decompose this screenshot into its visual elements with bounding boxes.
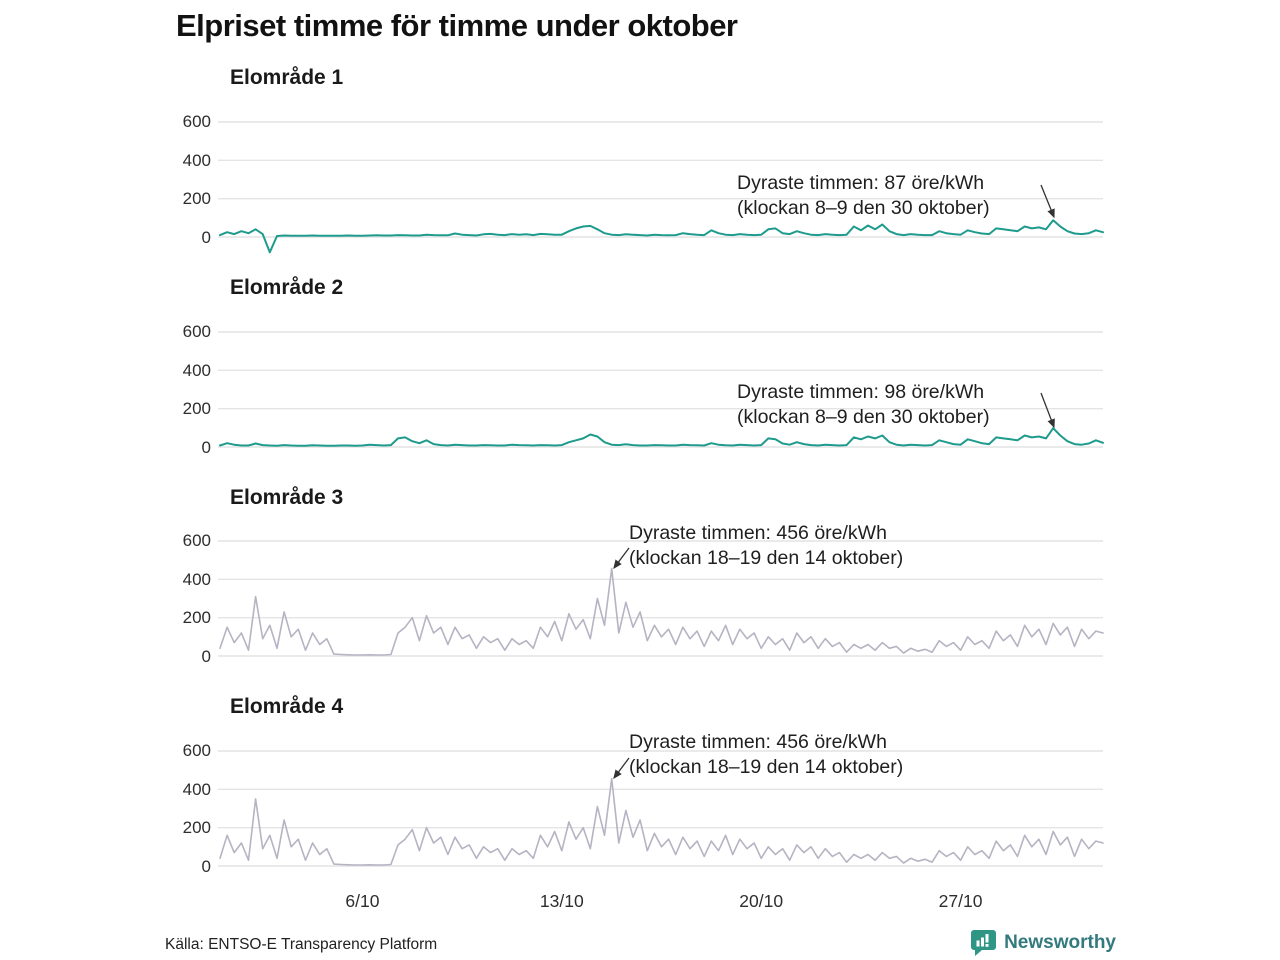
y-axis-tick: 600: [182, 531, 211, 550]
newsworthy-logo-text: Newsworthy: [1004, 932, 1116, 953]
line-chart-elomrade-1: [218, 121, 1104, 254]
line-chart-elomrade-4: [218, 750, 1104, 867]
chart-title-elomrade-3: Elområde 3: [230, 486, 344, 509]
line-chart-elomrade-3: [218, 540, 1104, 657]
y-axis-tick: 200: [182, 189, 211, 208]
y-axis-tick: 200: [182, 818, 211, 837]
y-axis-tick: 0: [201, 228, 211, 247]
x-axis-tick: 13/10: [539, 891, 584, 911]
y-axis-tick: 200: [182, 399, 211, 418]
y-axis-tick: 400: [182, 780, 211, 799]
x-axis-tick: 20/10: [739, 891, 784, 911]
y-axis-tick: 200: [182, 608, 211, 627]
chart-title-elomrade-4: Elområde 4: [230, 695, 344, 718]
annotation-elomrade-2: Dyraste timmen: 98 öre/kWh (klockan 8–9 …: [737, 381, 990, 428]
x-axis-tick: 6/10: [345, 891, 380, 911]
annotation-elomrade-3: Dyraste timmen: 456 öre/kWh (klockan 18–…: [629, 522, 904, 569]
annotation-elomrade-1: Dyraste timmen: 87 öre/kWh (klockan 8–9 …: [737, 172, 990, 219]
annotation-arrow-icon: [613, 757, 630, 780]
newsworthy-logo-icon: [971, 930, 997, 956]
newsworthy-logo: Newsworthy: [970, 929, 1116, 957]
chart-title-elomrade-2: Elområde 2: [230, 276, 344, 299]
y-axis-tick: 0: [201, 438, 211, 457]
y-axis-tick: 600: [182, 322, 211, 341]
page-title: Elpriset timme för timme under oktober: [176, 8, 738, 43]
annotation-arrow-icon: [1040, 392, 1055, 429]
source-note: Källa: ENTSO-E Transparency Platform: [165, 936, 438, 953]
annotation-arrow-icon: [1040, 184, 1055, 219]
x-axis-tick: 27/10: [938, 891, 983, 911]
y-axis-tick: 400: [182, 151, 211, 170]
y-axis-tick: 0: [201, 647, 211, 666]
y-axis-tick: 0: [201, 857, 211, 876]
y-axis-tick: 600: [182, 112, 211, 131]
annotation-arrow-icon: [613, 547, 630, 570]
y-axis-tick: 400: [182, 570, 211, 589]
y-axis-tick: 600: [182, 741, 211, 760]
annotation-elomrade-4: Dyraste timmen: 456 öre/kWh (klockan 18–…: [629, 731, 904, 778]
y-axis-tick: 400: [182, 361, 211, 380]
chart-title-elomrade-1: Elområde 1: [230, 66, 344, 89]
line-chart-elomrade-2: [218, 331, 1104, 448]
